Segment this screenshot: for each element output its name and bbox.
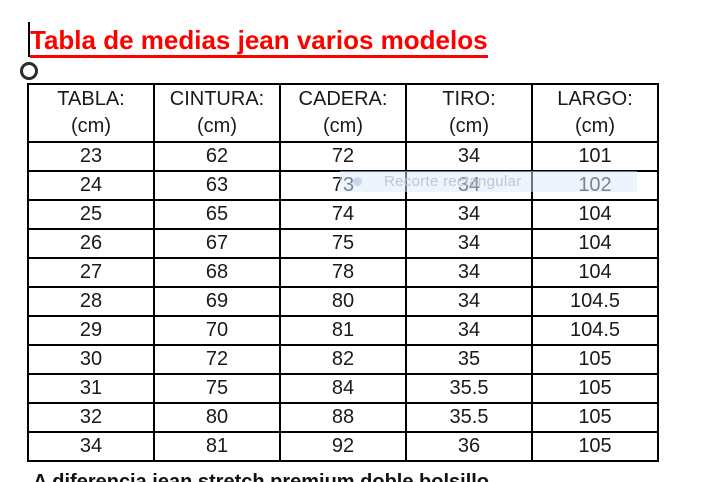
- column-label: CADERA:: [298, 88, 388, 110]
- table-cell: 31: [27, 373, 155, 404]
- table-cell: 24: [27, 170, 155, 201]
- column-unit: (cm): [449, 115, 489, 137]
- table-row: 27 68 78 34 104: [27, 257, 659, 288]
- column-unit: (cm): [575, 115, 615, 137]
- table-cell: 25: [27, 199, 155, 230]
- column-header-cintura: CINTURA: (cm): [153, 83, 281, 143]
- table-cell: 30: [27, 344, 155, 375]
- header-row: TABLA: (cm) CINTURA: (cm) CADERA: (cm) T…: [27, 83, 659, 143]
- anchor-circle-icon: [20, 62, 38, 80]
- size-table-header: TABLA: (cm) CINTURA: (cm) CADERA: (cm) T…: [27, 83, 659, 143]
- column-unit: (cm): [71, 115, 111, 137]
- table-cell: 92: [279, 431, 407, 462]
- table-cell: 74: [279, 199, 407, 230]
- table-cell: 36: [405, 431, 533, 462]
- column-header-tabla: TABLA: (cm): [27, 83, 155, 143]
- table-cell: 23: [27, 141, 155, 172]
- table-row: 32 80 88 35.5 105: [27, 402, 659, 433]
- page-title[interactable]: Tabla de medias jean varios modelos: [30, 26, 488, 59]
- table-cell: 81: [153, 431, 281, 462]
- table-cell: 70: [153, 315, 281, 346]
- table-cell: 34: [405, 141, 533, 172]
- table-cell: 35.5: [405, 373, 533, 404]
- table-cell: 69: [153, 286, 281, 317]
- column-label: LARGO:: [557, 88, 633, 110]
- table-row: 31 75 84 35.5 105: [27, 373, 659, 404]
- table-cell: 75: [153, 373, 281, 404]
- table-cell: 34: [405, 315, 533, 346]
- table-cell: 34: [27, 431, 155, 462]
- table-cell: 72: [279, 141, 407, 172]
- table-cell: 34: [405, 199, 533, 230]
- table-cell: 73: [279, 170, 407, 201]
- table-cell: 35.5: [405, 402, 533, 433]
- bottom-clipped-text: A diferencia jean stretch premium doble …: [33, 471, 490, 482]
- table-cell: 28: [27, 286, 155, 317]
- table-cell: 104: [531, 228, 659, 259]
- table-cell: 80: [153, 402, 281, 433]
- table-row: 25 65 74 34 104: [27, 199, 659, 230]
- table-cell: 105: [531, 344, 659, 375]
- table-cell: 65: [153, 199, 281, 230]
- table-cell: 27: [27, 257, 155, 288]
- table-cell: 104: [531, 257, 659, 288]
- table-cell: 67: [153, 228, 281, 259]
- table-cell: 104.5: [531, 286, 659, 317]
- table-row: 24 63 73 34 102: [27, 170, 659, 201]
- column-label: CINTURA:: [169, 88, 265, 110]
- table-cell: 101: [531, 141, 659, 172]
- column-unit: (cm): [323, 115, 363, 137]
- table-cell: 78: [279, 257, 407, 288]
- table-cell: 75: [279, 228, 407, 259]
- table-cell: 68: [153, 257, 281, 288]
- table-cell: 84: [279, 373, 407, 404]
- table-cell: 26: [27, 228, 155, 259]
- table-cell: 88: [279, 402, 407, 433]
- table-cell: 82: [279, 344, 407, 375]
- table-cell: 34: [405, 286, 533, 317]
- table-cell: 81: [279, 315, 407, 346]
- column-label: TABLA:: [57, 88, 125, 110]
- table-cell: 80: [279, 286, 407, 317]
- table-cell: 104: [531, 199, 659, 230]
- size-table[interactable]: TABLA: (cm) CINTURA: (cm) CADERA: (cm) T…: [27, 83, 659, 462]
- table-cell: 102: [531, 170, 659, 201]
- column-header-largo: LARGO: (cm): [531, 83, 659, 143]
- column-label: TIRO:: [442, 88, 496, 110]
- column-unit: (cm): [197, 115, 237, 137]
- table-row: 28 69 80 34 104.5: [27, 286, 659, 317]
- table-cell: 34: [405, 170, 533, 201]
- table-cell: 62: [153, 141, 281, 172]
- table-row: 34 81 92 36 105: [27, 431, 659, 462]
- table-row: 29 70 81 34 104.5: [27, 315, 659, 346]
- table-cell: 35: [405, 344, 533, 375]
- column-header-cadera: CADERA: (cm): [279, 83, 407, 143]
- table-cell: 104.5: [531, 315, 659, 346]
- table-cell: 105: [531, 402, 659, 433]
- table-row: 30 72 82 35 105: [27, 344, 659, 375]
- table-row: 23 62 72 34 101: [27, 141, 659, 172]
- table-cell: 34: [405, 257, 533, 288]
- table-row: 26 67 75 34 104: [27, 228, 659, 259]
- table-cell: 63: [153, 170, 281, 201]
- table-cell: 72: [153, 344, 281, 375]
- table-cell: 105: [531, 431, 659, 462]
- table-cell: 105: [531, 373, 659, 404]
- table-cell: 29: [27, 315, 155, 346]
- table-cell: 34: [405, 228, 533, 259]
- size-table-body: 23 62 72 34 101 24 63 73 34 102 25 65 74 34 104 26 67 75 3…: [27, 141, 659, 462]
- table-cell: 32: [27, 402, 155, 433]
- text-caret: [28, 22, 30, 57]
- column-header-tiro: TIRO: (cm): [405, 83, 533, 143]
